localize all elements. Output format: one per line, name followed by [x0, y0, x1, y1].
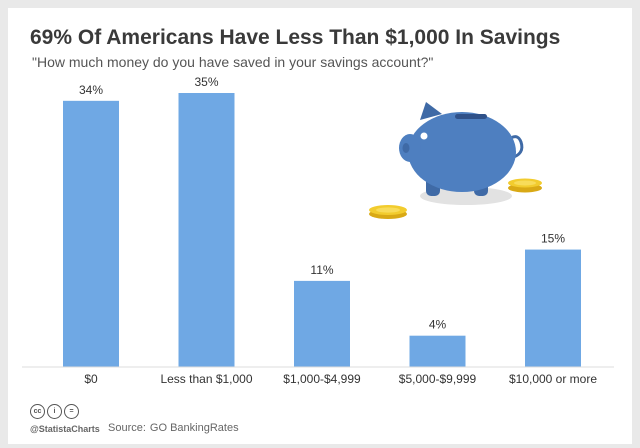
chart-title: 69% Of Americans Have Less Than $1,000 I… [30, 26, 561, 49]
source-credit: Source: GO BankingRates [108, 422, 239, 434]
bar-chart: 34% 35% 11% 4% 15% $0 Less than $1,000 $1,000-… [22, 75, 614, 386]
attribution-icon[interactable]: i [47, 404, 62, 419]
bar-value-label: 34% [79, 83, 103, 97]
bar-value-label: 15% [541, 232, 565, 246]
bar-4 [525, 249, 581, 367]
coin-icon [508, 178, 542, 193]
bar-3 [409, 335, 466, 367]
license-icons: cc i = [30, 404, 79, 419]
value-labels-group: 34% 35% 11% 4% 15% [79, 75, 565, 332]
bars-group [63, 93, 581, 367]
source-value: GO BankingRates [149, 422, 239, 434]
brand-handle[interactable]: @StatistaCharts [30, 424, 100, 434]
chart-subtitle: "How much money do you have saved in you… [32, 54, 434, 70]
category-label: Less than $1,000 [160, 372, 252, 386]
bar-1 [178, 93, 235, 367]
no-derivatives-icon[interactable]: = [64, 404, 79, 419]
source-label: Source: [108, 422, 146, 434]
category-label: $1,000-$4,999 [283, 372, 361, 386]
category-labels-group: $0 Less than $1,000 $1,000-$4,999 $5,000-$9… [84, 372, 597, 386]
category-label: $0 [84, 372, 98, 386]
category-label: $5,000-$9,999 [399, 372, 477, 386]
bar-value-label: 4% [429, 318, 447, 332]
bar-0 [63, 100, 119, 367]
coin-icon [369, 205, 407, 219]
category-label: $10,000 or more [509, 372, 597, 386]
bar-value-label: 11% [310, 263, 333, 277]
creative-commons-icon[interactable]: cc [30, 404, 45, 419]
bar-2 [294, 280, 350, 367]
chart-card: 69% Of Americans Have Less Than $1,000 I… [8, 8, 632, 444]
piggy-bank-icon [399, 102, 524, 205]
chart-footer: cc i = @StatistaCharts Source: GO Banking… [30, 404, 239, 434]
bar-value-label: 35% [194, 75, 218, 89]
